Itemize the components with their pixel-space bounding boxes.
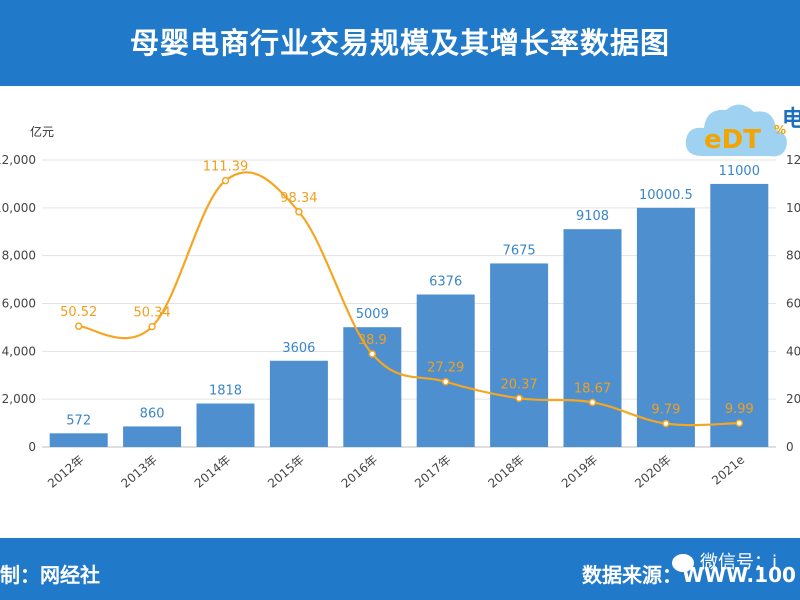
x-axis-ticks: 2012年 2013年 2014年 2015年 2016年 2017年 2018年 2019年… [45, 453, 747, 491]
bar [49, 433, 108, 447]
bar [490, 263, 549, 447]
combo-chart: 572 860 1818 3606 5009 6376 7675 9108 10000.5 110… [0, 124, 800, 491]
bar [710, 183, 769, 447]
bar [563, 229, 622, 447]
left-tick-label: 10,000 [0, 201, 36, 215]
logo-percent: % [774, 123, 786, 137]
left-tick-label: 4,000 [2, 344, 36, 358]
x-tick-label: 2020年 [632, 453, 674, 491]
growth-value-label: 9.99 [725, 402, 754, 417]
growth-value-label: 98.34 [280, 191, 317, 206]
bar-value-label: 3606 [282, 341, 315, 356]
growth-point [148, 322, 156, 331]
growth-value-label: 50.52 [60, 305, 97, 320]
bar [343, 327, 402, 447]
bar-value-label: 6376 [429, 275, 462, 290]
growth-value-label: 9.79 [651, 403, 680, 418]
logo-brand-char: 电 [782, 107, 800, 132]
right-tick-label: 0 [786, 440, 794, 454]
edt-logo: eDT % 电 [682, 96, 800, 166]
left-tick-label: 2,000 [2, 392, 36, 406]
wechat-icon [672, 554, 694, 572]
growth-value-label: 18.67 [574, 381, 611, 396]
bar [123, 426, 182, 447]
growth-value-label: 20.37 [500, 377, 537, 392]
bar [269, 360, 328, 447]
bar [196, 403, 255, 447]
growth-point [735, 419, 744, 427]
x-tick-label: 2018年 [485, 453, 527, 491]
footer-maker: 制：网经社 [0, 563, 100, 587]
right-tick-label: 20 [786, 392, 800, 406]
chart-header: 母婴电商行业交易规模及其增长率数据图 [0, 0, 800, 86]
right-axis-ticks: 0 20 40 60 80 100 120 [786, 153, 800, 454]
left-tick-label: 0 [28, 440, 36, 454]
logo-text: eDT [704, 125, 761, 155]
growth-point [441, 377, 450, 386]
growth-point [221, 176, 230, 185]
x-tick-label: 2019年 [559, 453, 601, 491]
x-tick-label: 2013年 [118, 453, 160, 491]
growth-value-label: 27.29 [427, 361, 464, 376]
bar [636, 207, 695, 447]
bar-value-label: 7675 [503, 243, 536, 258]
left-tick-label: 6,000 [2, 297, 36, 311]
bar-value-label: 9108 [576, 209, 609, 224]
growth-point [662, 419, 670, 428]
x-tick-label: 2012年 [45, 453, 87, 491]
left-tick-label: 12,000 [0, 153, 36, 167]
bar-value-label: 572 [66, 413, 91, 428]
left-axis-unit: 亿元 [30, 124, 54, 139]
growth-point [295, 208, 303, 216]
left-axis-ticks: 0 2,000 4,000 6,000 8,000 10,000 12,000 [0, 153, 36, 454]
cloud-logo-icon: eDT % 电 [685, 104, 800, 157]
bar-value-label: 1818 [209, 384, 242, 399]
growth-point [74, 322, 83, 330]
right-tick-label: 120 [786, 153, 800, 167]
growth-point [588, 398, 597, 407]
bar [416, 294, 475, 447]
bar-labels: 572 860 1818 3606 5009 6376 7675 9108 10000.5 110… [66, 164, 760, 428]
rate-labels: 50.52 50.34 111.39 98.34 38.9 27.29 20.37 18.67… [60, 160, 754, 418]
x-tick-label: 2014年 [192, 453, 234, 491]
right-tick-label: 60 [786, 297, 800, 311]
growth-value-label: 111.39 [203, 160, 249, 175]
x-tick-label: 2016年 [339, 453, 381, 491]
x-tick-label: 2015年 [265, 453, 307, 491]
growth-point [368, 350, 377, 358]
bars [49, 183, 769, 447]
bar-value-label: 860 [140, 406, 165, 421]
bar-value-label: 11000 [719, 164, 760, 179]
bar-value-label: 10000.5 [639, 188, 693, 203]
growth-value-label: 50.34 [133, 306, 170, 321]
wechat-id: 微信号：i [672, 548, 800, 584]
right-tick-label: 40 [786, 344, 800, 358]
chart-title: 母婴电商行业交易规模及其增长率数据图 [129, 26, 670, 60]
bar-value-label: 5009 [356, 307, 389, 322]
right-tick-label: 80 [786, 249, 800, 263]
x-tick-label: 2017年 [412, 453, 454, 491]
growth-value-label: 38.9 [358, 333, 387, 348]
chart-footer: 制：网经社 数据来源：WWW.100 [0, 538, 800, 600]
wechat-label: 微信号：i [700, 552, 778, 573]
growth-line [74, 171, 744, 428]
left-tick-label: 8,000 [2, 249, 36, 263]
growth-point [515, 394, 523, 403]
x-tick-label: 2021e [709, 453, 747, 488]
right-tick-label: 100 [786, 201, 800, 215]
